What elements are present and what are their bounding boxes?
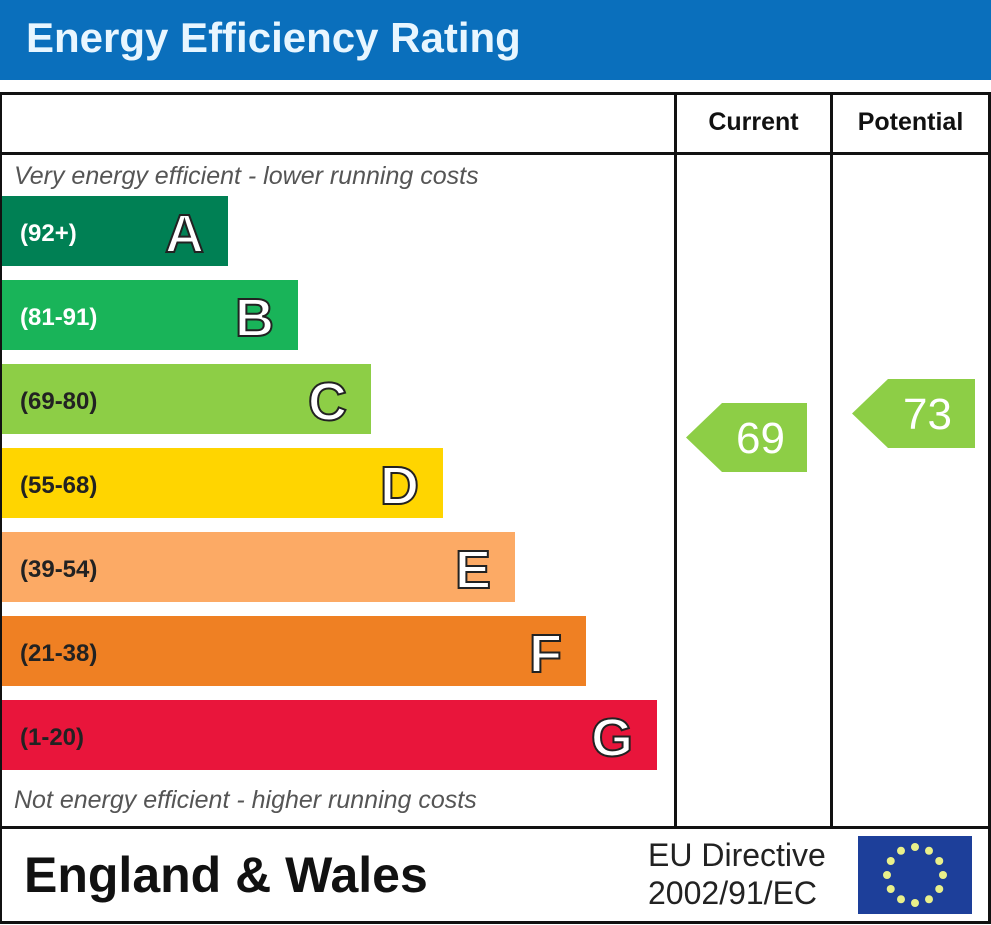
band-bar-E [2, 532, 515, 602]
band-letter-G: G [591, 708, 633, 768]
bottom-note: Not energy efficient - higher running co… [14, 786, 477, 814]
footer-top-border [0, 826, 991, 829]
directive-line2: 2002/91/EC [648, 875, 818, 911]
band-bar-F [2, 616, 586, 686]
potential-column-divider [830, 92, 833, 828]
band-letter-E: E [455, 540, 491, 600]
band-letter-F: F [529, 624, 562, 684]
left-border [0, 92, 2, 924]
band-range-E: (39-54) [20, 556, 97, 583]
current-rating-value: 69 [736, 414, 785, 463]
band-bar-A [2, 196, 228, 266]
header-row-border [0, 152, 991, 155]
band-letter-D: D [380, 456, 419, 516]
band-bar-C [2, 364, 371, 434]
top-note: Very energy efficient - lower running co… [14, 162, 479, 190]
band-letter-A: A [165, 204, 204, 264]
band-E: (39-54) E [2, 532, 515, 602]
band-F: (21-38) F [2, 616, 586, 686]
chart-title: Energy Efficiency Rating [26, 14, 521, 61]
table-bottom-border [0, 921, 991, 924]
band-C: (69-80) C [2, 364, 371, 434]
band-range-G: (1-20) [20, 724, 84, 751]
band-range-F: (21-38) [20, 640, 97, 667]
potential-header: Potential [857, 108, 964, 136]
band-bar-B [2, 280, 298, 350]
potential-rating-value: 73 [903, 390, 952, 439]
right-border [988, 92, 991, 924]
band-G: (1-20) G [2, 700, 657, 770]
title-bar: Energy Efficiency Rating [0, 0, 991, 80]
band-B: (81-91) B [2, 280, 298, 350]
table-top-border [0, 92, 991, 95]
region-label: England & Wales [24, 847, 428, 903]
band-A: (92+) A [2, 196, 228, 266]
band-bar-G [2, 700, 657, 770]
current-header: Current [708, 108, 799, 136]
band-bar-D [2, 448, 443, 518]
band-letter-B: B [235, 288, 274, 348]
band-D: (55-68) D [2, 448, 443, 518]
directive-line1: EU Directive [648, 837, 826, 873]
band-range-C: (69-80) [20, 388, 97, 415]
band-range-A: (92+) [20, 220, 77, 247]
band-letter-C: C [308, 372, 347, 432]
current-rating-arrow [686, 403, 807, 472]
current-column-divider [674, 92, 677, 828]
band-range-D: (55-68) [20, 472, 97, 499]
eu-directive: EU Directive 2002/91/EC [648, 836, 826, 912]
potential-rating-arrow [852, 379, 975, 448]
band-range-B: (81-91) [20, 304, 97, 331]
